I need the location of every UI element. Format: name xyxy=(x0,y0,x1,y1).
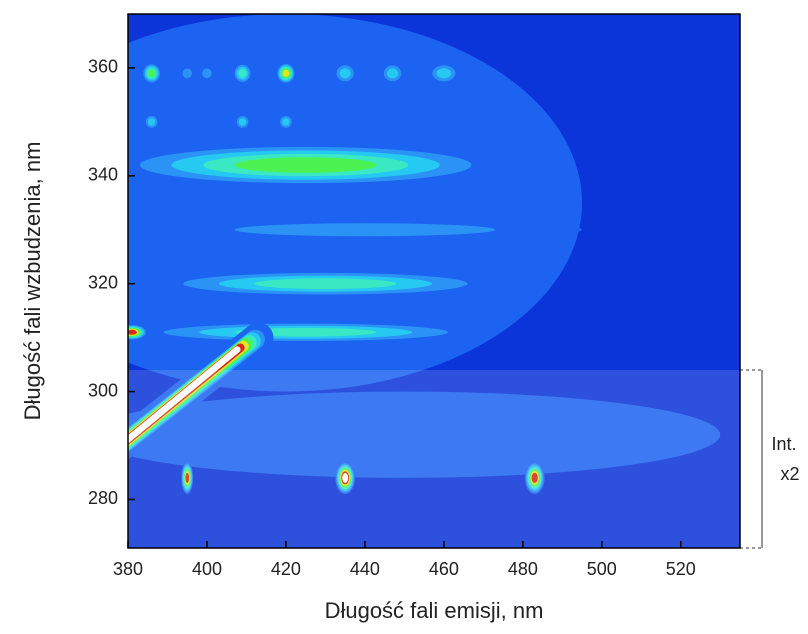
contour-level xyxy=(148,69,156,78)
contours xyxy=(128,14,721,495)
y-tick-label: 280 xyxy=(88,488,118,508)
contour-level xyxy=(436,68,452,79)
contour-level xyxy=(387,68,399,79)
contour-level xyxy=(185,472,190,483)
contour-level xyxy=(342,473,349,483)
contour-level xyxy=(128,14,582,392)
contour-level xyxy=(182,68,192,79)
contour-level xyxy=(339,68,351,79)
x-tick-label: 460 xyxy=(429,559,459,579)
y-axis-label: Długość fali wzbudzenia, nm xyxy=(20,142,45,421)
x-axis-label: Długość fali emisji, nm xyxy=(325,598,544,623)
contour-level xyxy=(128,391,721,478)
contour-level xyxy=(282,118,290,126)
x-tick-label: 380 xyxy=(113,559,143,579)
y-tick-label: 360 xyxy=(88,57,118,77)
x-tick-label: 480 xyxy=(508,559,538,579)
streak-level xyxy=(128,346,241,444)
contour-level xyxy=(254,278,397,290)
annotation-text: Int. xyxy=(771,434,796,454)
plot-frame xyxy=(127,13,741,549)
contour-level xyxy=(238,69,247,78)
contour-level xyxy=(238,118,247,126)
x-tick-label: 400 xyxy=(192,559,222,579)
contour-level xyxy=(148,118,156,126)
x-tick-label: 420 xyxy=(271,559,301,579)
y-tick-label: 320 xyxy=(88,272,118,292)
contour-level xyxy=(234,223,496,237)
contour-level xyxy=(234,157,377,173)
contour-level xyxy=(282,69,290,77)
x-tick-label: 440 xyxy=(350,559,380,579)
contour-level xyxy=(202,68,212,79)
boost-overlay xyxy=(128,370,740,548)
contour-level xyxy=(128,329,137,335)
x-tick-label: 500 xyxy=(587,559,617,579)
x-tick-label: 520 xyxy=(666,559,696,579)
y-tick-label: 300 xyxy=(88,380,118,400)
contour-level xyxy=(531,472,538,483)
annotation-text: x2 xyxy=(780,464,799,484)
y-tick-label: 340 xyxy=(88,165,118,185)
